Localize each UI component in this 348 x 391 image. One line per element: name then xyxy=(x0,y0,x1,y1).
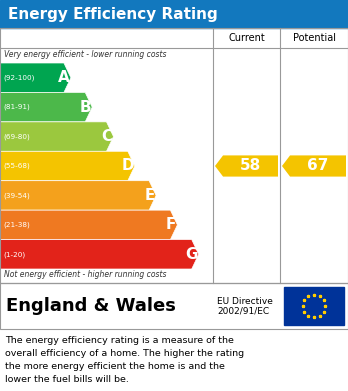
Text: D: D xyxy=(121,158,134,174)
Text: The energy efficiency rating is a measure of the: The energy efficiency rating is a measur… xyxy=(5,336,234,345)
Text: G: G xyxy=(185,247,198,262)
Text: Not energy efficient - higher running costs: Not energy efficient - higher running co… xyxy=(4,270,166,279)
Polygon shape xyxy=(0,92,92,122)
Bar xyxy=(284,287,344,325)
Text: Very energy efficient - lower running costs: Very energy efficient - lower running co… xyxy=(4,50,166,59)
Text: the more energy efficient the home is and the: the more energy efficient the home is an… xyxy=(5,362,225,371)
Polygon shape xyxy=(0,240,199,269)
Text: 67: 67 xyxy=(307,158,329,174)
Text: 58: 58 xyxy=(240,158,261,174)
Text: lower the fuel bills will be.: lower the fuel bills will be. xyxy=(5,375,129,384)
Text: Current: Current xyxy=(228,33,265,43)
Text: Potential: Potential xyxy=(293,33,335,43)
Text: (81-91): (81-91) xyxy=(3,104,30,110)
Bar xyxy=(0,0,348,28)
Text: (92-100): (92-100) xyxy=(3,74,34,81)
Text: Energy Efficiency Rating: Energy Efficiency Rating xyxy=(8,7,218,22)
Text: (69-80): (69-80) xyxy=(3,133,30,140)
Text: C: C xyxy=(101,129,112,144)
Text: England & Wales: England & Wales xyxy=(6,297,176,315)
Text: (21-38): (21-38) xyxy=(3,222,30,228)
Polygon shape xyxy=(0,181,156,210)
Text: A: A xyxy=(58,70,70,85)
Text: B: B xyxy=(80,100,91,115)
Bar xyxy=(0,28,348,283)
Text: (55-68): (55-68) xyxy=(3,163,30,169)
Polygon shape xyxy=(0,122,113,151)
Text: E: E xyxy=(145,188,155,203)
Polygon shape xyxy=(0,151,135,181)
Text: EU Directive: EU Directive xyxy=(217,296,273,305)
Text: overall efficiency of a home. The higher the rating: overall efficiency of a home. The higher… xyxy=(5,349,244,358)
Text: F: F xyxy=(166,217,176,232)
Polygon shape xyxy=(0,210,177,240)
Polygon shape xyxy=(282,155,346,177)
Bar xyxy=(0,283,348,329)
Text: (1-20): (1-20) xyxy=(3,251,25,258)
Text: 2002/91/EC: 2002/91/EC xyxy=(217,307,269,316)
Polygon shape xyxy=(0,63,71,92)
Polygon shape xyxy=(215,155,278,177)
Text: (39-54): (39-54) xyxy=(3,192,30,199)
